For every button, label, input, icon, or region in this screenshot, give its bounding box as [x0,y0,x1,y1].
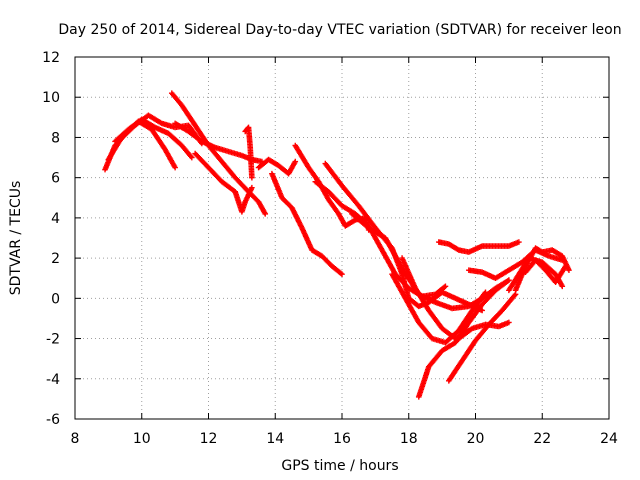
data-point [249,174,255,181]
x-tick-label: 20 [467,431,485,447]
series-track-23 [506,255,566,294]
y-tick-label: 8 [51,130,60,146]
y-tick-label: 4 [51,211,60,227]
y-tick-label: -2 [46,332,60,348]
series-track-5 [172,120,265,165]
data-point [189,154,195,161]
data-point [339,271,345,277]
y-tick-label: -4 [46,372,60,388]
series-track-6 [192,150,255,215]
data-point [338,270,344,277]
series-track-8 [255,156,299,177]
y-tick-label: 6 [51,171,60,187]
grid [75,57,609,419]
series-track-9 [269,170,345,277]
x-tick-label: 12 [200,431,218,447]
series-track-14 [389,271,489,346]
x-axis-label: GPS time / hours [281,458,398,474]
x-tick-label: 16 [333,431,351,447]
y-tick-label: -6 [46,412,60,428]
data-point [262,211,269,217]
data-point [511,292,518,299]
plot-frame [74,56,610,420]
y-tick-label: 0 [51,291,60,307]
data-point [249,184,255,191]
data-point [482,289,489,296]
data-point [566,267,572,273]
data-point [442,283,449,290]
series-track-16 [415,277,512,400]
series-track-7 [242,124,255,181]
series-track-3 [112,116,195,161]
data-point [292,158,299,165]
x-tick-label: 10 [133,431,151,447]
x-tick-label: 24 [600,431,618,447]
series-track-19 [435,239,522,255]
data-point [562,263,569,269]
x-tick-label: 18 [400,431,418,447]
x-tick-label: 14 [266,431,284,447]
series-track-18 [456,319,512,342]
data-point [441,284,448,290]
x-tick-label: 8 [71,431,80,447]
data-point [559,283,566,290]
y-tick-label: 10 [42,90,60,106]
data-point [516,239,522,245]
y-tick-label: 2 [51,251,60,267]
series-track-17 [446,291,519,384]
chart-title: Day 250 of 2014, Sidereal Day-to-day VTE… [58,22,621,38]
x-tick-label: 22 [533,431,551,447]
y-tick-label: 12 [42,50,60,66]
series-track-11 [312,178,449,300]
data-series [102,90,572,400]
data-point [172,164,178,171]
data-point [506,319,512,326]
y-axis-label: SDTVAR / TECUs [8,181,24,296]
data-point [506,277,512,284]
